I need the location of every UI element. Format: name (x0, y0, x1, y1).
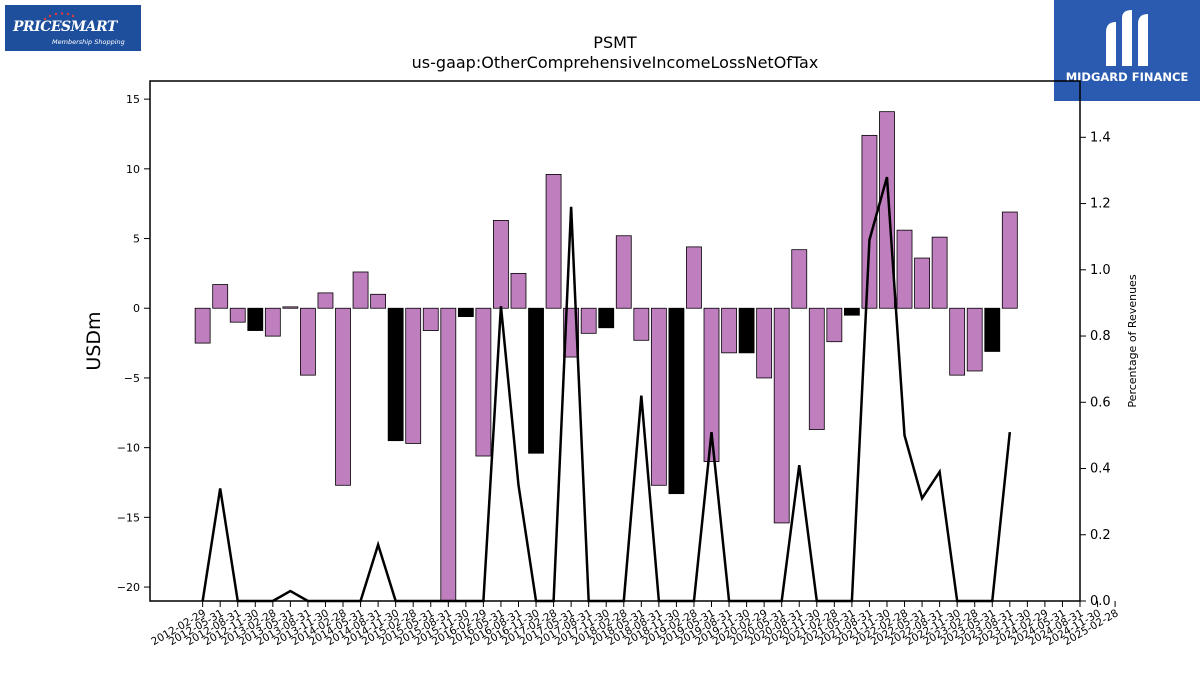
y-tick-label: −15 (117, 511, 140, 524)
logo-left-tagline: Membership Shopping (52, 38, 125, 46)
y-axis-label: USDm (83, 311, 105, 370)
bar-2013-08-31 (300, 307, 316, 376)
bar-2015-08-31 (440, 307, 457, 602)
bar-2019-05-31 (703, 307, 720, 462)
y-tick-label: 5 (133, 233, 140, 246)
y-tick-label: 15 (126, 93, 140, 106)
bar-2012-02-29 (194, 307, 211, 344)
logo-left-brand: PRICESMART (13, 19, 117, 35)
bar-2015-11-30 (457, 307, 474, 318)
bar-2016-11-30 (528, 307, 544, 454)
y-tick-label: 0 (133, 302, 140, 315)
bar-2017-08-31 (580, 307, 597, 334)
bar-2015-05-31 (422, 307, 439, 331)
pricesmart-logo: PRICESMART Membership Shopping (5, 5, 141, 51)
y2-tick-label: 0.4 (1090, 462, 1111, 477)
bar-2023-02-28 (966, 307, 983, 372)
bar-2016-02-29 (475, 307, 492, 457)
y-tick-label: −5 (124, 372, 140, 385)
y2-tick-label: 0.0 (1090, 594, 1111, 609)
bar-2016-08-31 (510, 272, 527, 309)
y2-tick-label: 0.8 (1090, 329, 1111, 344)
bar-2012-05-31 (212, 284, 229, 309)
bar-2019-08-31 (721, 307, 737, 354)
bar-2021-05-31 (843, 307, 860, 316)
bar-2021-08-31 (861, 134, 878, 309)
logo-right-brand: MIDGARD FINANCE (1065, 70, 1189, 84)
bar-2013-02-28 (264, 307, 281, 337)
y2-tick-label: 1.0 (1090, 263, 1111, 278)
plot-frame (149, 80, 1081, 602)
bar-2012-08-31 (229, 307, 246, 323)
midgard-mark-icon (1106, 10, 1148, 66)
bar-2012-11-30 (247, 307, 264, 331)
bar-2022-08-31 (931, 236, 948, 309)
bar-2021-02-28 (826, 307, 843, 343)
bar-2014-11-30 (387, 307, 404, 442)
bar-2018-05-31 (633, 307, 650, 341)
bar-2022-11-30 (949, 307, 966, 376)
y2-tick-label: 1.2 (1090, 197, 1111, 212)
bar-2016-05-31 (493, 220, 509, 309)
bar-2014-02-28 (335, 307, 351, 486)
bar-2018-11-30 (668, 307, 685, 495)
chart-subtitle: us-gaap:OtherComprehensiveIncomeLossNetO… (412, 53, 819, 72)
y2-tick-label: 0.2 (1090, 528, 1111, 543)
bar-2023-08-31 (1001, 211, 1018, 309)
bar-2020-02-29 (756, 307, 773, 379)
y-tick-label: −20 (117, 581, 140, 594)
chart-title: PSMT (593, 33, 637, 52)
bar-2022-02-28 (896, 229, 913, 309)
y-tick-label: 10 (126, 163, 140, 176)
y2-axis-label: Percentage of Revenues (1126, 274, 1139, 407)
bar-2013-05-31 (282, 306, 299, 309)
bar-2020-08-31 (791, 249, 808, 309)
y2-tick-label: 0.6 (1090, 395, 1111, 410)
bar-2014-08-31 (370, 293, 387, 309)
bar-2017-02-28 (545, 174, 562, 309)
bar-2018-02-28 (615, 235, 632, 309)
bar-2013-11-30 (317, 292, 334, 309)
bar-2019-11-30 (738, 307, 755, 354)
bar-2017-11-30 (598, 307, 615, 329)
bar-2017-05-31 (563, 307, 580, 358)
bar-2015-02-28 (405, 307, 422, 444)
bar-2021-11-30 (879, 111, 895, 309)
bar-2018-08-31 (650, 307, 667, 486)
logo-dots-icon (43, 12, 75, 21)
bar-2014-05-31 (352, 271, 369, 309)
bar-2020-05-31 (773, 307, 790, 524)
y2-tick-label: 1.4 (1090, 130, 1111, 145)
bar-2022-05-31 (914, 257, 930, 309)
bar-2020-11-30 (808, 307, 825, 430)
midgard-finance-logo: MIDGARD FINANCE (1054, 0, 1200, 101)
bar-2019-02-28 (686, 246, 702, 309)
y-tick-label: −10 (117, 442, 140, 455)
bar-2023-05-31 (984, 307, 1001, 352)
